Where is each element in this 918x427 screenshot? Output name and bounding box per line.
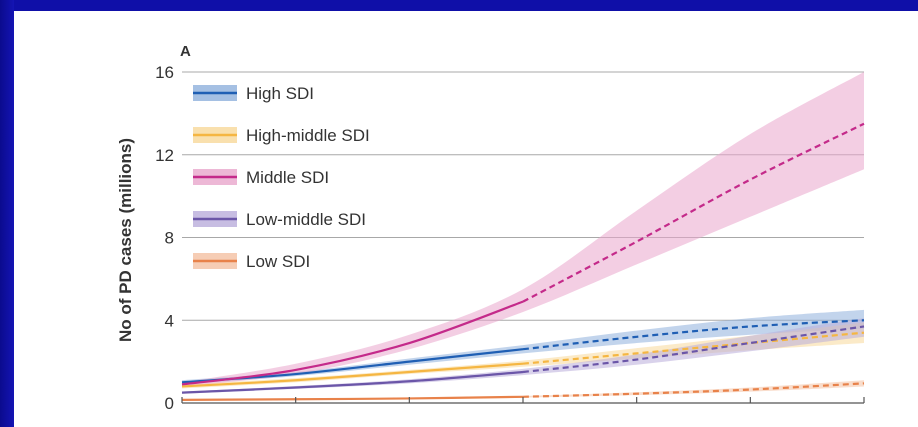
line-observed-low-sdi xyxy=(181,395,524,401)
line-projected-high-middle-sdi xyxy=(522,331,865,365)
y-tick-label-0: 0 xyxy=(165,394,174,413)
legend-label-low-middle-sdi: Low-middle SDI xyxy=(246,210,366,229)
line-projected-low-middle-sdi xyxy=(522,325,865,374)
legend-label-low-sdi: Low SDI xyxy=(246,252,310,271)
line-observed-middle-sdi xyxy=(181,300,524,386)
series-lines xyxy=(181,122,865,401)
y-tick-label-12: 12 xyxy=(155,146,174,165)
panel-label: A xyxy=(180,43,191,60)
legend-label-high-sdi: High SDI xyxy=(246,84,314,103)
legend: High SDI High-middle SDI Middle SDI Low-mid… xyxy=(193,84,370,271)
line-projected-high-sdi xyxy=(522,319,865,351)
y-axis-label: No of PD cases (millions) xyxy=(116,138,135,342)
y-tick-label-16: 16 xyxy=(155,63,174,82)
slide-border xyxy=(0,0,14,427)
legend-label-high-middle-sdi: High-middle SDI xyxy=(246,126,370,145)
uncertainty-bands xyxy=(182,72,864,401)
legend-label-middle-sdi: Middle SDI xyxy=(246,168,329,187)
axes: 0 4 8 12 16 xyxy=(155,63,865,413)
line-observed-low-middle-sdi xyxy=(181,370,524,394)
band-high-sdi xyxy=(182,309,864,385)
line-projected-middle-sdi xyxy=(522,122,865,303)
line-projected-low-sdi xyxy=(522,382,865,398)
y-tick-label-8: 8 xyxy=(165,229,174,248)
line-observed-high-middle-sdi xyxy=(181,362,524,388)
y-tick-label-4: 4 xyxy=(165,311,174,330)
